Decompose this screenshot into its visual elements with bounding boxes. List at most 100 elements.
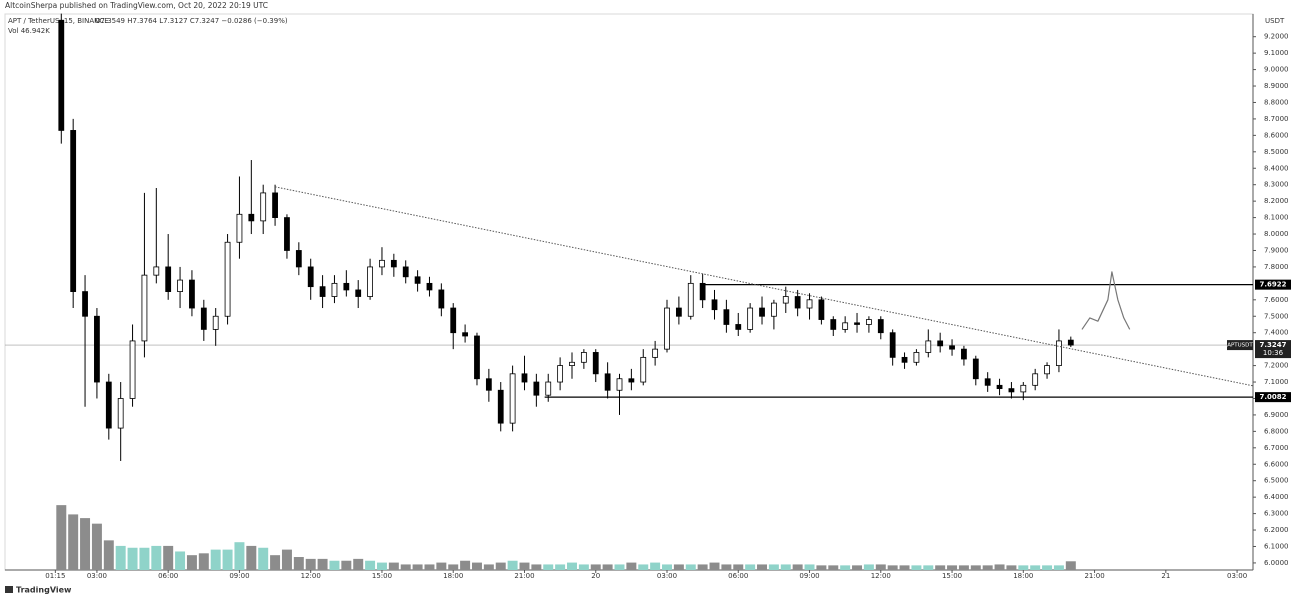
volume-bar — [519, 562, 530, 570]
candle-body — [153, 266, 160, 276]
level-label-box — [1255, 392, 1291, 403]
candle-body — [759, 307, 765, 317]
volume-bar — [531, 564, 542, 570]
y-tick-label: 6.4000 — [1264, 493, 1289, 501]
candle-body — [842, 322, 849, 330]
candle-body — [818, 299, 825, 320]
price-label-symbol: APTUSDT — [1227, 343, 1253, 349]
y-tick-label: 8.2000 — [1264, 197, 1289, 205]
level-label: 7.0082 — [1259, 393, 1286, 401]
y-tick-label: 6.0000 — [1264, 559, 1289, 567]
volume-bar — [780, 564, 791, 570]
candle-body — [1020, 384, 1027, 393]
x-tick-label: 20 — [591, 572, 600, 580]
x-tick-label: 18:00 — [443, 572, 463, 580]
volume-bar — [958, 565, 969, 570]
candle-body — [604, 373, 611, 391]
volume-label: Vol 46.942K — [8, 27, 50, 35]
volume-bar — [68, 514, 79, 570]
y-axis-unit: USDT — [1265, 17, 1285, 25]
volume-bar — [543, 564, 554, 570]
candle-body — [189, 279, 195, 309]
candle-body — [165, 266, 172, 292]
y-tick-label: 8.7000 — [1264, 115, 1289, 123]
y-tick-label: 7.9000 — [1264, 246, 1289, 254]
candle-body — [687, 282, 694, 317]
volume-bar — [293, 557, 304, 570]
volume-bar — [317, 558, 328, 570]
y-tick-label: 6.2000 — [1264, 526, 1289, 534]
volume-bar — [270, 555, 281, 570]
volume-bar — [483, 564, 494, 570]
volume-bar — [650, 562, 661, 570]
volume-bar — [614, 564, 625, 570]
y-tick-label: 8.6000 — [1264, 131, 1289, 139]
y-tick-label: 6.6000 — [1264, 460, 1289, 468]
ohlc-legend: O7.3549 H7.3764 L7.3127 C7.3247 −0.0286 … — [95, 17, 288, 25]
x-tick-label: 06:00 — [728, 572, 748, 580]
x-tick-label: 21:00 — [514, 572, 534, 580]
candle-body — [248, 213, 255, 222]
volume-bar — [923, 565, 934, 570]
candle-body — [1067, 339, 1074, 346]
volume-bar — [210, 549, 221, 570]
candle-body — [782, 296, 789, 304]
volume-bar — [757, 564, 768, 570]
volume-bar — [852, 565, 863, 570]
volume-bar — [258, 547, 269, 570]
volume-bar — [626, 562, 637, 570]
candle-body — [699, 282, 706, 301]
volume-bar — [222, 549, 233, 570]
projection-path — [1081, 271, 1131, 330]
volume-bar — [400, 564, 411, 570]
candle-body — [497, 389, 504, 424]
candle-body — [580, 352, 587, 363]
volume-bar — [103, 540, 114, 570]
volume-bar — [80, 518, 91, 570]
candle-body — [616, 378, 623, 391]
volume-bar — [947, 565, 958, 570]
level-label-box — [1255, 279, 1291, 290]
y-tick-label: 7.1000 — [1264, 378, 1289, 386]
candle-body — [569, 361, 575, 366]
volume-bar — [175, 551, 186, 570]
candle-body — [866, 319, 872, 325]
price-label-box — [1255, 340, 1291, 359]
volume-bar — [899, 565, 910, 570]
candle-body — [984, 378, 991, 386]
y-tick-label: 9.1000 — [1264, 49, 1289, 57]
candle-body — [747, 307, 754, 330]
candle-body — [462, 332, 468, 337]
candle-body — [129, 340, 136, 399]
candle-body — [533, 381, 540, 396]
candle-body — [877, 319, 884, 334]
candle-body — [1044, 365, 1050, 375]
y-tick-label: 8.9000 — [1264, 82, 1289, 90]
candle-body — [141, 274, 148, 342]
volume-bar — [281, 549, 292, 570]
y-tick-label: 8.0000 — [1264, 230, 1289, 238]
x-tick-label: 03:00 — [657, 572, 677, 580]
volume-bar — [911, 565, 922, 570]
candle-body — [1008, 388, 1015, 393]
candle-body — [307, 266, 314, 288]
candle-body — [355, 289, 362, 297]
candle-body — [652, 348, 659, 358]
candle-body — [557, 365, 564, 383]
volume-bar — [638, 564, 649, 570]
candle-body — [664, 307, 670, 350]
volume-bar — [448, 564, 459, 570]
volume-bar — [246, 545, 257, 570]
candle-body — [913, 352, 920, 363]
y-tick-label: 7.8000 — [1264, 263, 1289, 271]
volume-bar — [970, 565, 981, 570]
volume-bar — [329, 560, 340, 570]
candle-body — [925, 340, 932, 353]
volume-bar — [567, 562, 577, 570]
volume-bar — [305, 558, 316, 570]
x-tick-label: 03:00 — [1227, 572, 1247, 580]
x-tick-label: 15:00 — [372, 572, 392, 580]
x-tick-label: 12:00 — [871, 572, 891, 580]
candle-body — [735, 324, 742, 330]
volume-bar — [828, 565, 839, 570]
